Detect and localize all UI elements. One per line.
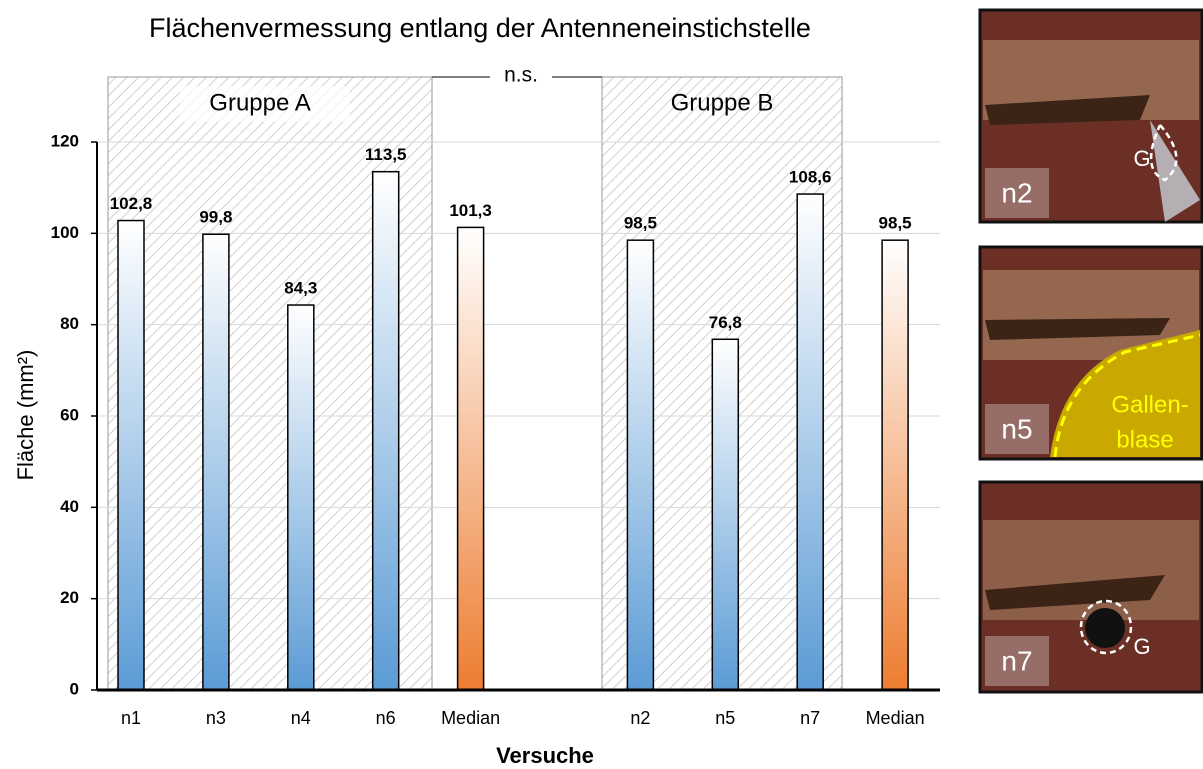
value-label: 99,8 (199, 208, 232, 227)
value-label: 84,3 (284, 279, 317, 298)
x-tick-label: n4 (291, 708, 311, 728)
bar (882, 240, 908, 690)
bar (118, 221, 144, 690)
photo-annotation: G (1133, 634, 1150, 659)
x-tick-label: Median (866, 708, 925, 728)
y-tick-label: 60 (60, 405, 79, 424)
group-label: Gruppe B (671, 89, 774, 116)
value-label: 101,3 (449, 201, 492, 220)
bar (797, 194, 823, 690)
photo-label: n7 (1001, 645, 1032, 676)
x-tick-label: Median (441, 708, 500, 728)
group-label: Gruppe A (209, 89, 310, 116)
value-label: 113,5 (365, 145, 407, 164)
value-label: 76,8 (709, 313, 742, 332)
value-label: 98,5 (624, 214, 657, 233)
photo-label: n5 (1001, 413, 1032, 444)
value-label: 102,8 (110, 194, 153, 213)
x-tick-label: n3 (206, 708, 226, 728)
y-tick-label: 100 (51, 223, 79, 242)
x-tick-label: n7 (800, 708, 820, 728)
value-label: 98,5 (879, 214, 912, 233)
bar (288, 305, 314, 690)
photo-panel: n5 Gallen- blase (980, 247, 1202, 459)
photo-detail (1085, 608, 1125, 648)
photo-annotation: blase (1116, 426, 1173, 453)
y-tick-label: 120 (51, 131, 79, 150)
bar (712, 339, 738, 690)
x-tick-label: n1 (121, 708, 141, 728)
photo-annotation: G (1133, 146, 1150, 171)
bar (458, 227, 484, 690)
chart: Flächenvermessung entlang der Antennenei… (0, 0, 1203, 769)
photo-label: n2 (1001, 177, 1032, 208)
y-tick-label: 40 (60, 497, 79, 516)
y-axis-label: Fläche (mm²) (13, 350, 38, 481)
chart-title: Flächenvermessung entlang der Antennenei… (149, 13, 811, 43)
y-tick-label: 20 (60, 588, 79, 607)
bar (203, 234, 229, 690)
x-tick-label: n5 (715, 708, 735, 728)
significance-label: n.s. (504, 64, 538, 87)
bar (627, 240, 653, 690)
value-label: 108,6 (789, 168, 832, 187)
y-tick-label: 0 (70, 679, 79, 698)
x-tick-label: n6 (376, 708, 396, 728)
bar (373, 172, 399, 690)
photo-panel: n2 G (980, 10, 1202, 222)
y-tick-label: 80 (60, 314, 79, 333)
x-axis-label: Versuche (496, 743, 594, 768)
photo-panel: n7 G (980, 482, 1202, 692)
x-tick-label: n2 (630, 708, 650, 728)
photo-annotation: Gallen- (1111, 391, 1188, 418)
